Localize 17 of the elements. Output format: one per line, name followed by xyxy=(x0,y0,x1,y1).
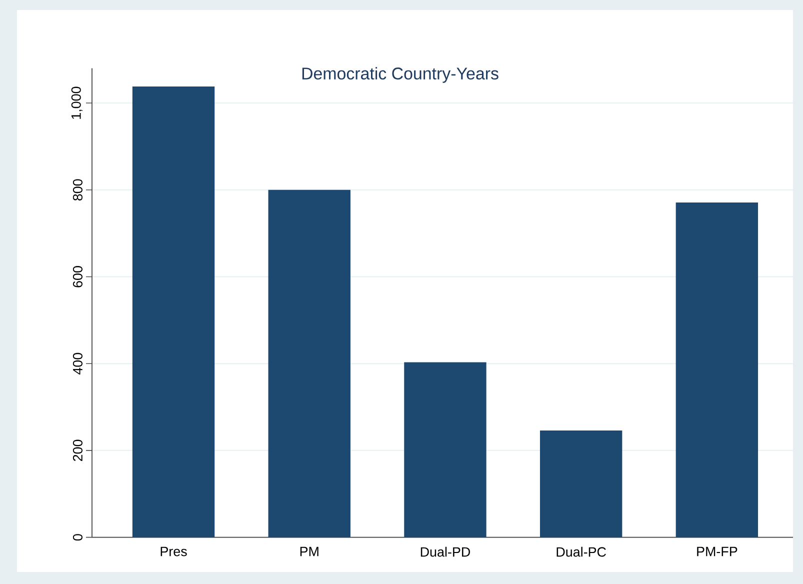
bar xyxy=(132,86,215,538)
y-tick-label: 1,000 xyxy=(71,86,82,119)
x-tick-label: PM-FP xyxy=(697,546,738,556)
x-tick-label: PM xyxy=(300,546,318,556)
y-tick-label: 400 xyxy=(72,352,82,374)
y-tick-label: 0 xyxy=(72,534,82,541)
chart-title: Democratic Country-Years xyxy=(302,67,498,83)
y-tick-label: 600 xyxy=(72,266,82,288)
y-tick-label: 200 xyxy=(72,440,82,461)
bar xyxy=(404,362,486,538)
y-tick-label: 800 xyxy=(72,179,82,201)
bar xyxy=(268,190,350,538)
x-tick-label: Dual-PD xyxy=(420,546,470,557)
x-tick-label: Pres xyxy=(160,546,187,556)
bar xyxy=(676,202,758,538)
bar xyxy=(540,430,622,538)
x-tick-label: Dual-PC xyxy=(556,546,606,557)
